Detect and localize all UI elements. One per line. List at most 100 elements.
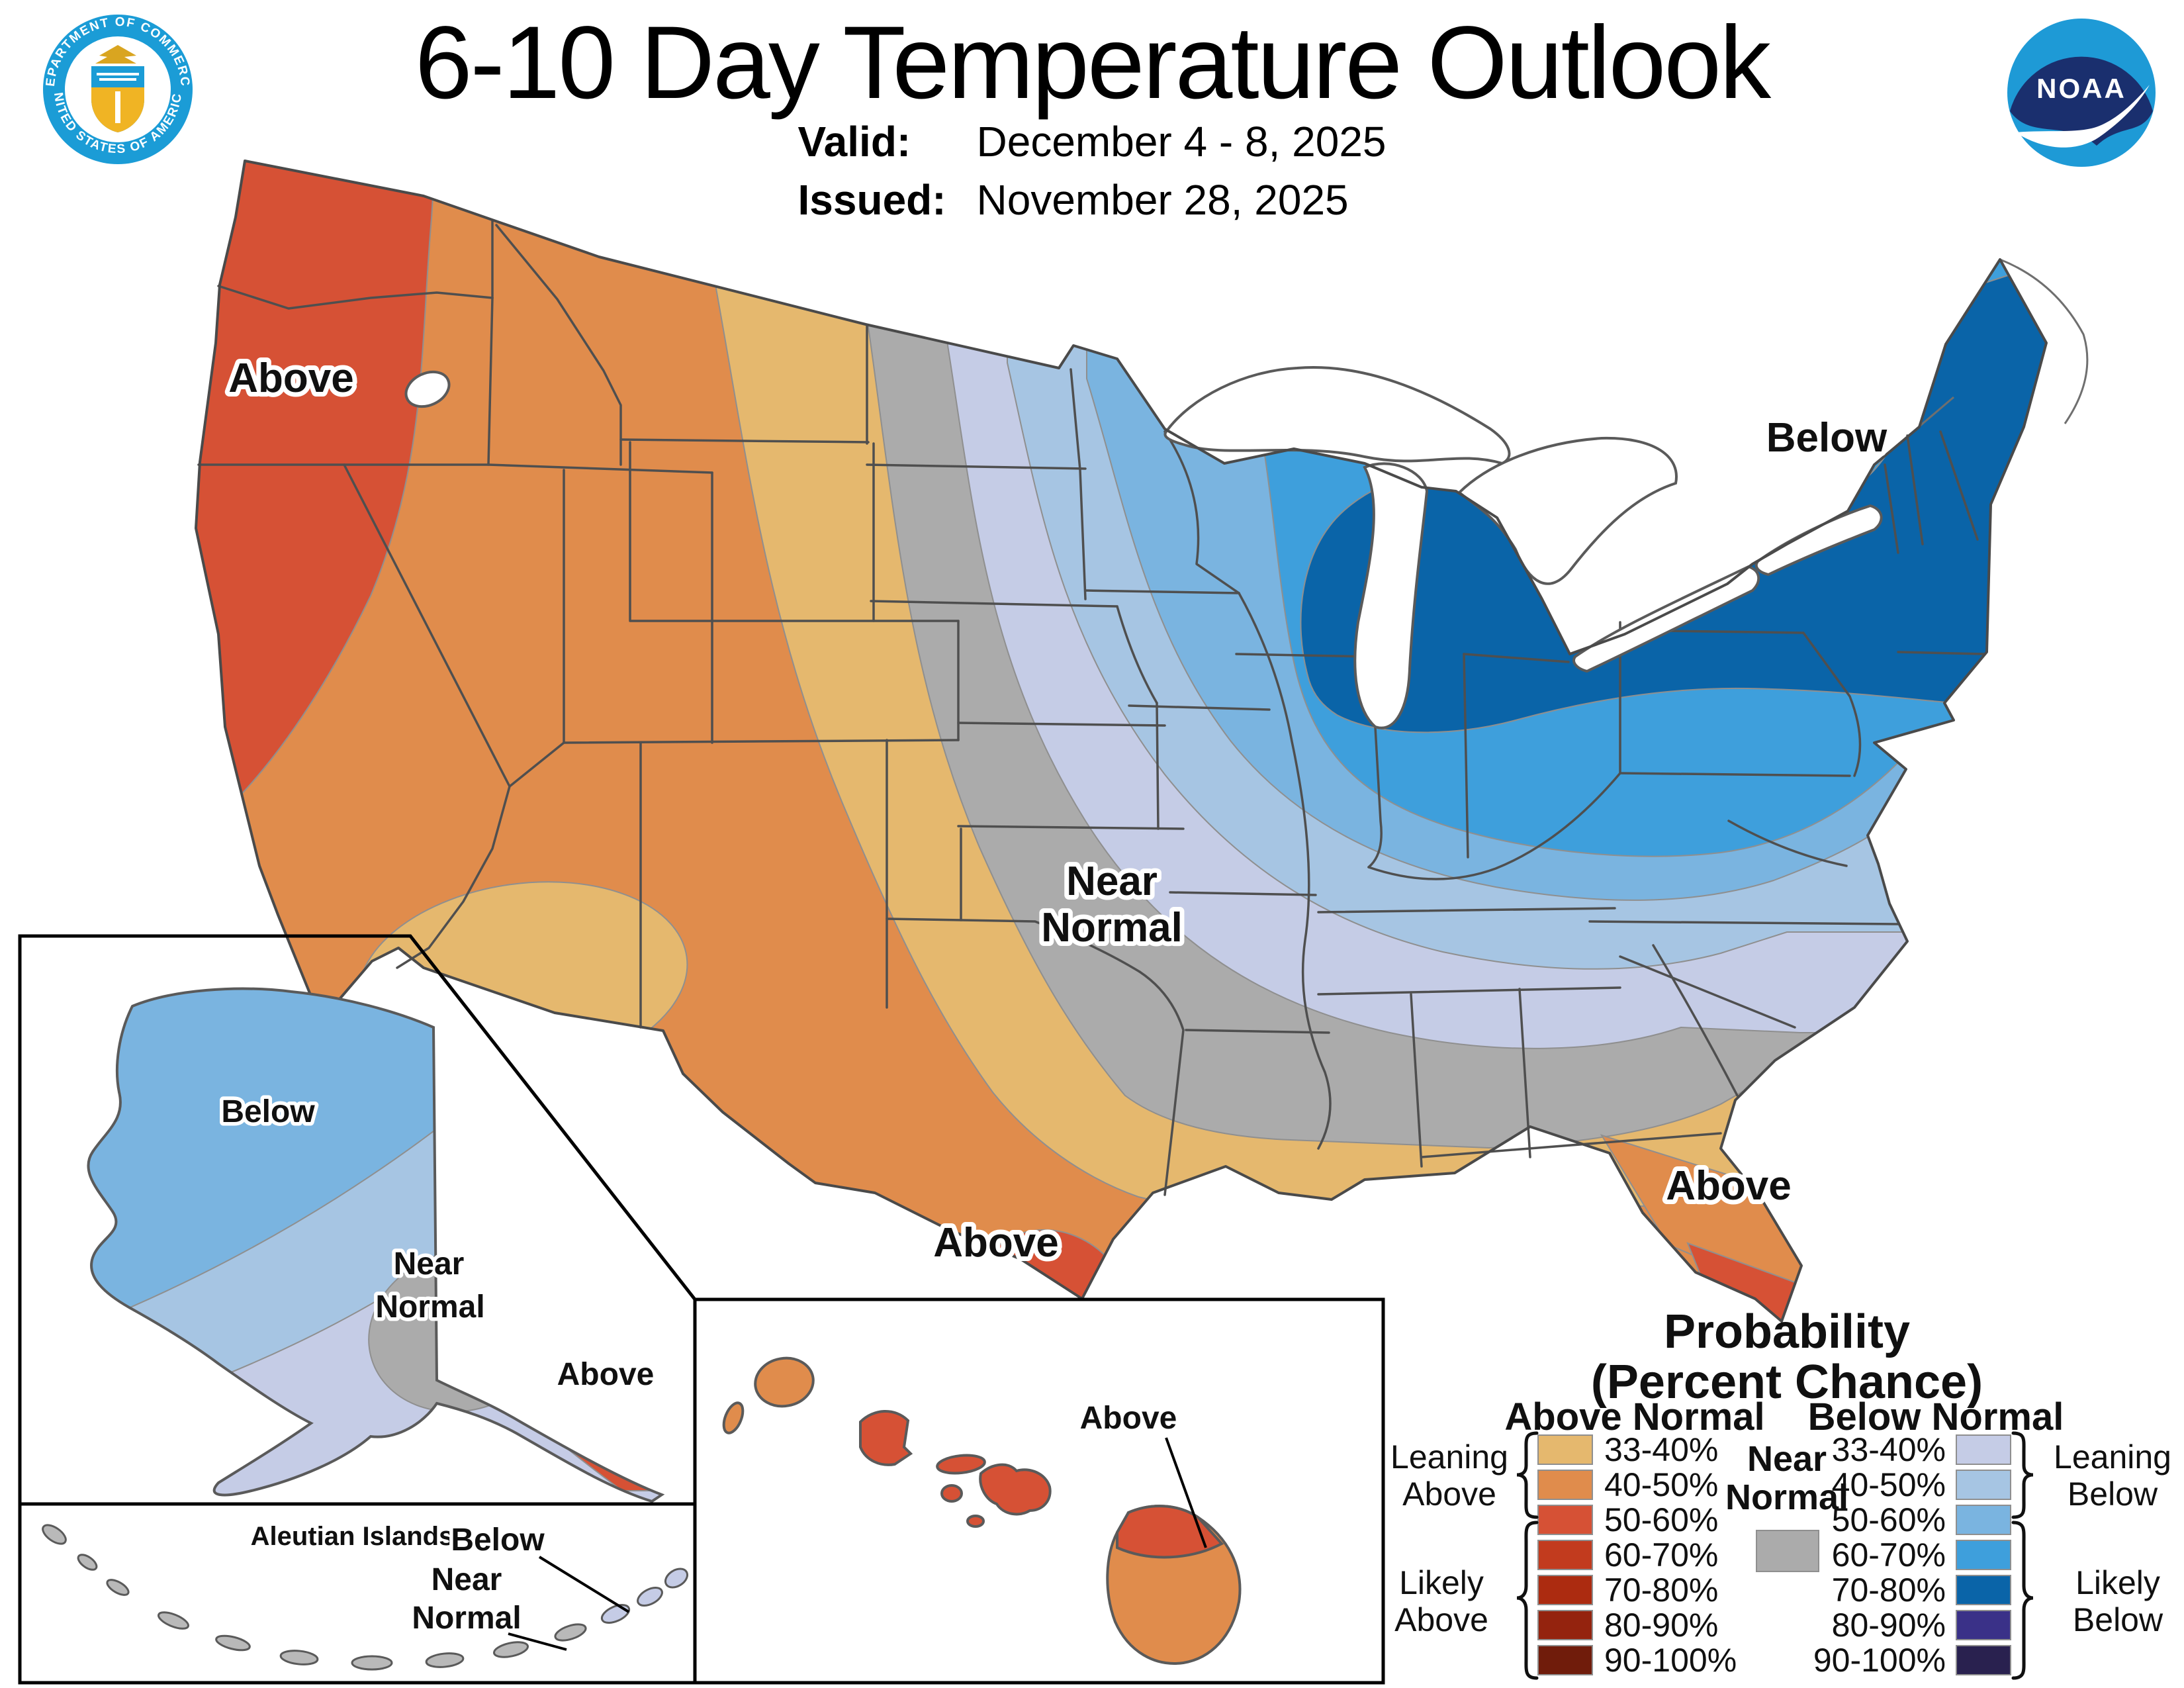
island-kauai: [754, 1356, 815, 1408]
alaska-inset: Below Near Normal Above: [18, 934, 697, 1504]
island-niihau: [722, 1401, 745, 1434]
legend-likely-below-line2: Below: [2073, 1601, 2163, 1638]
swatch-above-60-70: [1537, 1540, 1593, 1570]
swatch-below-80-90: [1956, 1610, 2011, 1640]
legend-near-line1: Near: [1747, 1439, 1827, 1479]
above-range-6: 90-100%: [1604, 1642, 1737, 1679]
noaa-gull-icon: [2015, 85, 2150, 148]
band-below-70-80-core: [1300, 217, 2046, 733]
legend-below-range-labels: 33-40% 40-50% 50-60% 60-70% 70-80% 80-90…: [1813, 1431, 1946, 1679]
hi-label-above: Above: [1080, 1401, 1177, 1436]
brace-leaning-below: [2011, 1431, 2034, 1519]
island-molokai: [936, 1454, 986, 1475]
commerce-seal-icon: DEPARTMENT OF COMMERCE UNITED STATES OF …: [0, 0, 193, 164]
label-northeast-below: Below: [1766, 415, 1888, 461]
brace-leaning-above: [1516, 1431, 1539, 1519]
above-range-1: 40-50%: [1604, 1466, 1718, 1503]
seal-lighthouse: [115, 91, 120, 123]
label-near-line2: Normal: [1041, 905, 1183, 951]
legend-leaning-above-line1: Leaning: [1390, 1438, 1508, 1476]
legend-title-line2: (Percent Chance): [1591, 1356, 1983, 1409]
brace-likely-above: [1516, 1521, 1539, 1680]
hi-above-pointer: [1165, 1437, 1207, 1548]
hawaii-inset: Above: [693, 1297, 1385, 1685]
above-range-4: 70-80%: [1604, 1571, 1718, 1609]
hawaii-inset-border: [693, 1297, 1385, 1685]
legend-likely-above-line2: Above: [1394, 1601, 1488, 1638]
legend-leaning-below-line1: Leaning: [2054, 1438, 2171, 1476]
page-title: 6-10 Day Temperature Outlook: [414, 5, 1771, 120]
hawaii-islands: [722, 1356, 1242, 1665]
aleutian-below-pointer: [538, 1556, 630, 1613]
lake-michigan: [1353, 462, 1429, 729]
swatch-below-50-60: [1956, 1505, 2011, 1535]
swatch-near-normal: [1756, 1530, 1819, 1572]
seal-ship-lines: [97, 73, 139, 81]
label-south-texas-above: Above: [933, 1220, 1058, 1266]
aleutian-inset: Aleutian Islands Below Near Normal: [18, 1502, 697, 1685]
issued-value: November 28, 2025: [976, 176, 1349, 224]
aleutian-label-below: Below: [451, 1523, 545, 1558]
below-range-1: 40-50%: [1832, 1466, 1946, 1503]
noaa-logo-icon: NOAA: [2007, 19, 2156, 167]
legend-above-header: Above Normal: [1504, 1395, 1764, 1438]
noaa-dark-cap: [2010, 56, 2153, 146]
ak-label-above: Above: [557, 1357, 655, 1392]
legend-above-range-labels: 33-40% 40-50% 50-60% 60-70% 70-80% 80-90…: [1604, 1431, 1737, 1679]
swatch-below-40-50: [1956, 1470, 2011, 1500]
issued-label: Issued:: [797, 176, 946, 224]
legend-title-line1: Probability: [1664, 1305, 1910, 1358]
legend-leaning-below-line2: Below: [2068, 1476, 2158, 1513]
ak-label-below: Below: [221, 1094, 315, 1129]
swatch-above-33-40: [1537, 1434, 1593, 1465]
label-west-above: Above: [228, 355, 353, 401]
swatch-below-70-80: [1956, 1575, 2011, 1605]
issued-row: Issued: November 28, 2025: [798, 171, 1387, 229]
legend: Probability (Percent Chance) Above Norma…: [1390, 1305, 2171, 1680]
aleutian-title: Aleutian Islands: [251, 1522, 454, 1551]
swatch-above-70-80: [1537, 1575, 1593, 1605]
above-range-3: 60-70%: [1604, 1536, 1718, 1573]
legend-above-column: [1537, 1434, 1593, 1675]
band-above-50-60-westcoast: [196, 161, 438, 805]
below-range-5: 80-90%: [1832, 1607, 1946, 1644]
conus-bands: [196, 161, 2046, 1321]
seal-eagle-icon: [95, 45, 136, 64]
below-range-6: 90-100%: [1813, 1642, 1946, 1679]
legend-likely-above-line1: Likely: [1399, 1564, 1484, 1601]
swatch-below-33-40: [1956, 1434, 2011, 1465]
great-salt-lake: [404, 370, 451, 408]
swatch-above-90-100: [1537, 1645, 1593, 1675]
swatch-above-40-50: [1537, 1470, 1593, 1500]
legend-below-column: [1956, 1434, 2011, 1675]
below-range-2: 50-60%: [1832, 1501, 1946, 1538]
island-kahoolawe: [966, 1515, 985, 1528]
legend-likely-below-line1: Likely: [2075, 1564, 2160, 1601]
below-range-4: 70-80%: [1832, 1571, 1946, 1609]
below-range-0: 33-40%: [1832, 1431, 1946, 1468]
lake-superior: [1163, 366, 1511, 465]
noaa-wordmark: NOAA: [2036, 73, 2126, 104]
above-range-5: 80-90%: [1604, 1607, 1718, 1644]
valid-label: Valid:: [797, 118, 911, 165]
conus-outline: [195, 160, 2048, 1323]
above-range-0: 33-40%: [1604, 1431, 1718, 1468]
alaska-bands: [88, 988, 662, 1501]
below-range-3: 60-70%: [1832, 1536, 1946, 1573]
swatch-above-80-90: [1537, 1610, 1593, 1640]
swatch-below-60-70: [1956, 1540, 2011, 1570]
aleutian-label-near-line2: Normal: [412, 1601, 521, 1636]
brace-likely-below: [2011, 1521, 2034, 1680]
legend-near-line2: Normal: [1725, 1477, 1848, 1517]
valid-row: Valid: December 4 - 8, 2025: [798, 113, 1387, 171]
valid-value: December 4 - 8, 2025: [976, 118, 1387, 165]
label-near-line1: Near: [1066, 859, 1158, 904]
swatch-below-90-100: [1956, 1645, 2011, 1675]
ak-label-near-line2: Normal: [375, 1289, 484, 1325]
legend-leaning-above-line2: Above: [1402, 1476, 1496, 1513]
island-maui: [979, 1463, 1052, 1516]
island-oahu: [859, 1410, 913, 1466]
aleutian-label-near-line1: Near: [432, 1562, 502, 1597]
